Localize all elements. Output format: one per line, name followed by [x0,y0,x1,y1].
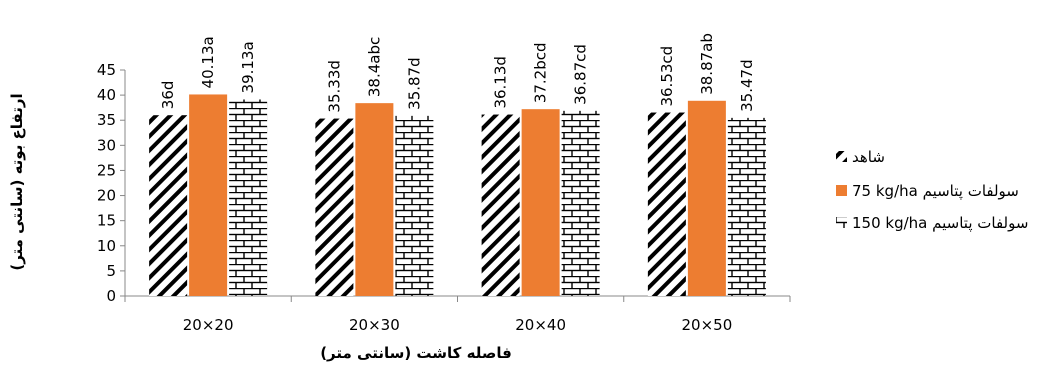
x-category-label: 20×30 [349,316,400,334]
data-label: 39.13a [239,41,257,93]
bar [315,118,354,297]
data-label: 37.2bcd [532,42,550,103]
bar [561,110,600,297]
x-category-label: 20×50 [682,316,733,334]
data-labels-group: 36d 40.13a 39.13a 35.33d 38.4abc 35.87d 36.13d… [159,33,756,112]
bar [395,115,434,296]
bar [189,94,228,296]
y-tick-label: 15 [97,212,116,230]
bar [355,103,394,296]
legend-swatch [836,217,847,228]
data-label: 38.87ab [698,33,716,95]
data-label: 40.13a [199,36,217,88]
data-label: 35.47d [738,59,756,111]
legend: شاهد 75 kg/ha سولفات پتاسیم 150 kg/ha سولف… [836,148,1028,233]
data-label: 36.13d [492,56,510,108]
x-axis: 20×20 20×30 20×40 20×50 [124,295,791,334]
legend-label: 150 kg/ha سولفات پتاسیم [852,214,1028,233]
x-axis-title: فاصله کاشت (سانتی متر) [320,344,512,362]
bars-group [149,94,766,297]
y-tick-label: 35 [97,111,116,129]
data-label: 38.4abc [365,37,383,97]
legend-label: شاهد [852,148,885,166]
data-label: 36.87cd [572,44,590,105]
legend-swatch [836,151,847,162]
data-label: 36.53cd [658,46,676,107]
bar [521,109,560,296]
data-label: 35.33d [325,60,343,112]
x-category-label: 20×20 [183,316,234,334]
data-label: 35.87d [405,57,423,109]
y-tick-label: 0 [106,287,116,305]
data-label: 36d [159,81,177,110]
y-tick-label: 5 [106,262,116,280]
bar [687,100,726,296]
y-tick-label: 45 [97,61,116,79]
bar [647,112,686,296]
x-category-label: 20×40 [515,316,566,334]
bar [727,117,766,296]
bar [481,114,520,296]
bar [149,115,188,296]
y-axis: 0 5 10 15 20 25 30 35 40 45 [97,61,126,305]
bar [229,99,268,297]
y-tick-label: 30 [97,136,116,154]
y-tick-label: 20 [97,187,116,205]
legend-label: 75 kg/ha سولفات پتاسیم [852,182,1019,201]
y-tick-label: 10 [97,237,116,255]
y-axis-title: ارتفاع بوته (سانتی متر) [8,93,26,270]
y-tick-label: 25 [97,161,116,179]
y-tick-label: 40 [97,86,116,104]
legend-swatch [836,185,847,196]
